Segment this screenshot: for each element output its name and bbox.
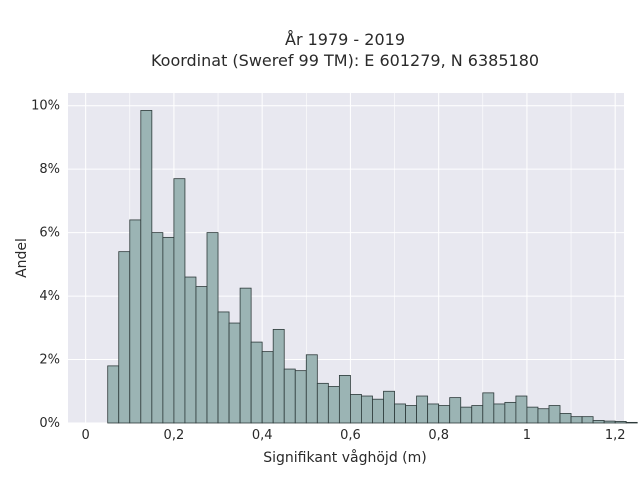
histogram-bar <box>206 232 219 424</box>
histogram-bar <box>493 403 506 424</box>
histogram-bar <box>526 406 539 424</box>
x-tick-labels: 0 0,2 0,4 0,6 0,8 1 1,2 <box>82 428 626 443</box>
x-tick-label: 0 <box>82 428 90 443</box>
histogram-bar <box>350 394 362 424</box>
histogram-bar <box>338 375 351 424</box>
histogram-bar <box>537 408 550 424</box>
histogram-bar <box>173 178 186 424</box>
y-tick-label: 4% <box>39 289 60 304</box>
x-tick-label: 0,2 <box>164 428 185 443</box>
histogram-bar <box>327 386 340 424</box>
histogram-bar <box>625 421 638 424</box>
histogram-bar <box>272 328 285 424</box>
histogram-bar <box>383 390 395 424</box>
x-tick-label: 0,4 <box>252 428 273 443</box>
x-tick-label: 0,6 <box>340 428 361 443</box>
histogram-bar <box>603 420 616 424</box>
histogram-bar <box>261 351 274 424</box>
y-tick-label: 8% <box>39 162 60 177</box>
histogram-bar <box>151 232 164 424</box>
histogram-bars <box>107 110 638 424</box>
histogram-bar <box>614 421 627 424</box>
y-tick-label: 10% <box>31 99 60 114</box>
y-tick-label: 2% <box>39 353 60 368</box>
histogram-bar <box>228 322 241 424</box>
histogram-bar <box>482 392 495 424</box>
histogram-bar <box>361 395 373 424</box>
histogram-bar <box>438 405 451 424</box>
histogram-bar <box>405 405 418 424</box>
y-tick-label: 6% <box>39 226 60 241</box>
histogram-bar <box>239 287 252 424</box>
x-tick-label: 1,2 <box>605 428 626 443</box>
histogram-bar <box>195 286 208 424</box>
histogram-bar <box>460 406 473 424</box>
x-axis-label: Signifikant våghöjd (m) <box>263 449 426 466</box>
y-tick-label: 0% <box>39 416 60 431</box>
chart-title: År 1979 - 2019 <box>285 30 405 49</box>
histogram-bar <box>416 395 429 424</box>
histogram-bar <box>592 420 605 424</box>
histogram-bar <box>548 405 561 424</box>
histogram-bar <box>107 365 120 424</box>
histogram-bar <box>129 219 142 424</box>
histogram-bar <box>372 398 384 424</box>
y-axis-label: Andel <box>14 238 30 278</box>
histogram-bar <box>515 395 528 424</box>
histogram-bar <box>471 405 484 424</box>
histogram-bar <box>294 370 307 424</box>
histogram-bar <box>250 341 263 424</box>
histogram-bar <box>449 397 462 424</box>
histogram-bar <box>162 236 175 424</box>
histogram-bar <box>559 413 572 424</box>
histogram-bar <box>316 382 329 424</box>
histogram-bar <box>504 401 517 424</box>
histogram-bar <box>570 416 583 424</box>
chart-subtitle: Koordinat (Sweref 99 TM): E 601279, N 63… <box>151 51 539 70</box>
histogram-bar <box>305 354 318 424</box>
histogram-bar <box>217 311 230 424</box>
x-tick-label: 1 <box>523 428 531 443</box>
histogram-bar <box>394 403 406 424</box>
x-tick-label: 0,8 <box>428 428 449 443</box>
histogram-bar <box>184 276 197 424</box>
y-tick-labels: 0% 2% 4% 6% 8% 10% <box>31 99 60 431</box>
histogram-bar <box>140 110 153 424</box>
histogram-bar <box>283 368 296 424</box>
histogram-bar <box>581 416 594 424</box>
histogram-bar <box>427 403 440 424</box>
histogram-bar <box>118 251 131 424</box>
